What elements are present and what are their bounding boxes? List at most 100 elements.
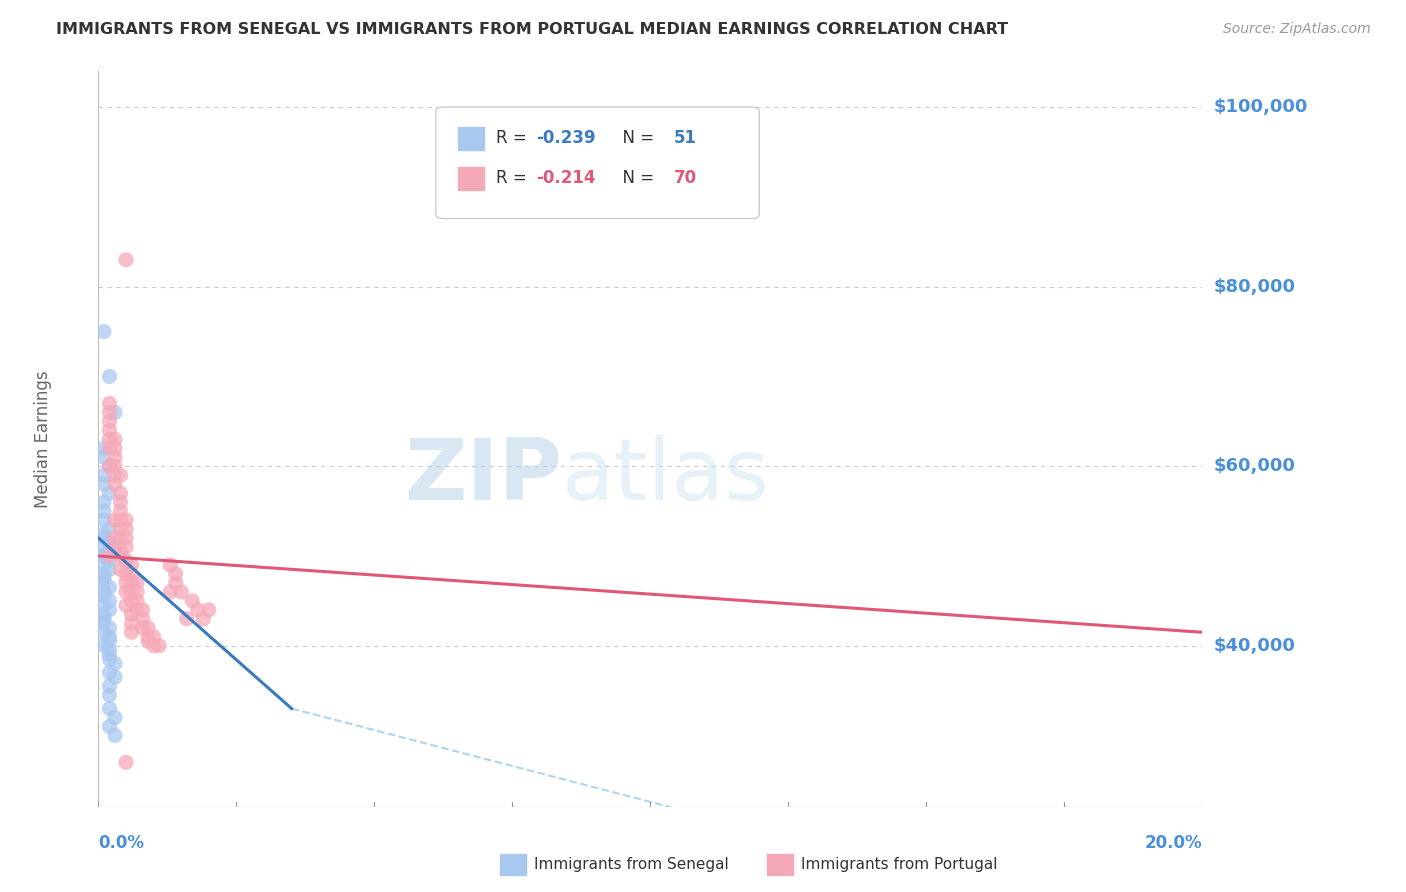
Point (165, 575, 187, 590)
Text: R =: R = (496, 129, 533, 147)
Point (125, 585, 148, 599)
Point (98, 486, 121, 500)
Point (93, 599, 115, 613)
Point (93, 571, 115, 585)
Point (193, 612, 215, 626)
Point (110, 522, 132, 536)
Point (110, 549, 132, 563)
Point (115, 575, 138, 590)
Point (93, 575, 115, 590)
Point (98, 423, 121, 437)
Point (93, 526, 115, 541)
Point (104, 710, 127, 724)
Point (98, 522, 121, 536)
Text: N =: N = (612, 129, 659, 147)
Point (93, 495, 115, 509)
Point (115, 513, 138, 527)
Text: 51: 51 (673, 129, 696, 147)
Text: IMMIGRANTS FROM SENEGAL VS IMMIGRANTS FROM PORTUGAL MEDIAN EARNINGS CORRELATION : IMMIGRANTS FROM SENEGAL VS IMMIGRANTS FR… (56, 22, 1008, 37)
Point (115, 531, 138, 545)
Point (115, 540, 138, 554)
Point (98, 396, 121, 410)
Point (98, 369, 121, 384)
Point (98, 459, 121, 474)
Point (93, 607, 115, 622)
Point (115, 553, 138, 567)
Point (98, 652, 121, 666)
Point (98, 562, 121, 576)
Point (115, 522, 138, 536)
Point (98, 688, 121, 702)
Text: N =: N = (612, 169, 659, 187)
Point (104, 531, 127, 545)
Point (121, 585, 143, 599)
Point (125, 575, 148, 590)
Point (159, 558, 181, 572)
Point (98, 581, 121, 595)
Text: 20.0%: 20.0% (1144, 834, 1202, 852)
Point (93, 639, 115, 653)
Point (121, 625, 143, 640)
Point (98, 719, 121, 733)
Point (115, 756, 138, 770)
Point (131, 603, 153, 617)
Point (104, 477, 127, 491)
Text: R =: R = (496, 169, 533, 187)
Point (104, 450, 127, 465)
Point (104, 540, 127, 554)
Point (181, 594, 204, 608)
Point (93, 590, 115, 604)
Point (131, 621, 153, 635)
Point (121, 575, 143, 590)
Point (115, 252, 138, 267)
Point (148, 639, 170, 653)
Point (93, 540, 115, 554)
Point (110, 513, 132, 527)
Point (98, 665, 121, 680)
Point (131, 612, 153, 626)
Point (98, 535, 121, 549)
Point (98, 679, 121, 693)
Point (104, 729, 127, 743)
Point (98, 603, 121, 617)
Text: atlas: atlas (562, 434, 770, 517)
Point (142, 639, 165, 653)
Text: $100,000: $100,000 (1213, 98, 1308, 116)
Point (93, 612, 115, 626)
Point (98, 442, 121, 456)
Point (104, 459, 127, 474)
Text: ZIP: ZIP (405, 434, 562, 517)
Point (165, 566, 187, 581)
Point (98, 594, 121, 608)
Text: Median Earnings: Median Earnings (34, 370, 52, 508)
Point (104, 670, 127, 684)
Point (104, 405, 127, 419)
Text: $80,000: $80,000 (1213, 277, 1295, 296)
Point (98, 648, 121, 662)
Point (93, 325, 115, 339)
Point (98, 405, 121, 419)
Point (110, 562, 132, 576)
Point (176, 612, 198, 626)
Point (104, 657, 127, 671)
Text: Immigrants from Senegal: Immigrants from Senegal (534, 857, 730, 871)
Point (93, 549, 115, 563)
Text: 70: 70 (673, 169, 696, 187)
Point (125, 594, 148, 608)
Point (98, 643, 121, 657)
Point (93, 566, 115, 581)
Point (110, 495, 132, 509)
Point (93, 531, 115, 545)
Point (110, 486, 132, 500)
Point (142, 630, 165, 644)
Point (98, 433, 121, 447)
Point (159, 585, 181, 599)
Point (93, 558, 115, 572)
Point (98, 414, 121, 428)
Point (104, 442, 127, 456)
Point (93, 468, 115, 483)
Point (187, 603, 209, 617)
Point (93, 616, 115, 631)
Text: Source: ZipAtlas.com: Source: ZipAtlas.com (1223, 22, 1371, 37)
Point (93, 513, 115, 527)
